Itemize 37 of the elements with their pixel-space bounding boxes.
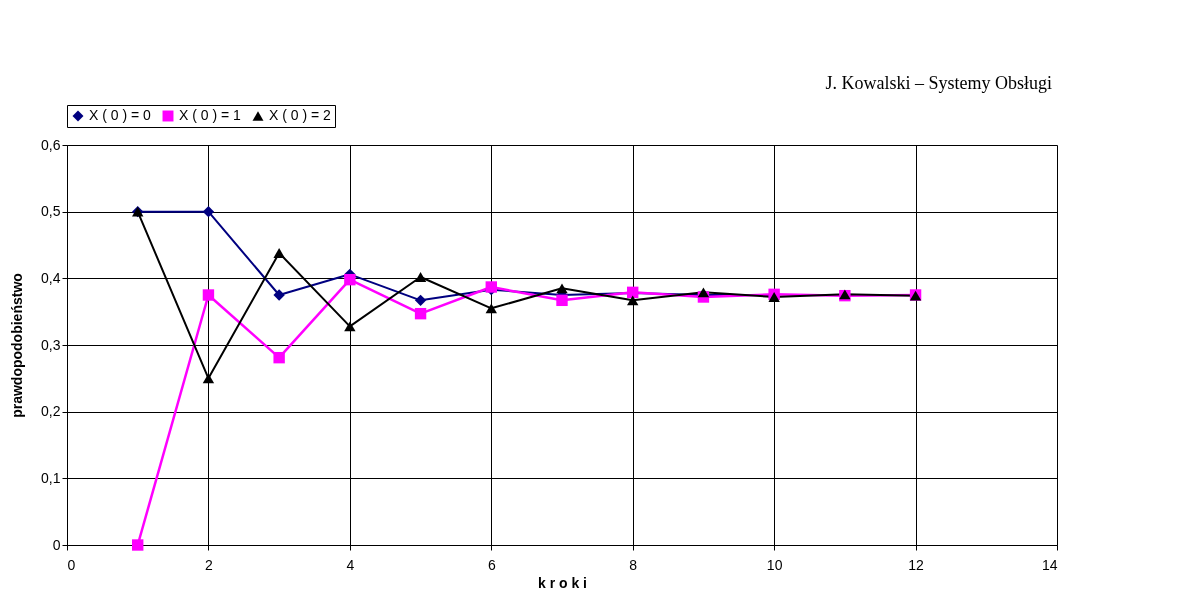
legend-label: X ( 0 ) = 2 [269, 107, 332, 123]
y-tick-label: 0,6 [41, 136, 61, 153]
point [344, 321, 356, 332]
point [273, 351, 285, 364]
x-tick-label: 10 [766, 556, 783, 573]
x-axis-title: k r o k i [537, 574, 588, 591]
point [202, 289, 215, 301]
x-tick-label: 14 [1041, 556, 1058, 573]
y-axis-title: prawdopodobieństwo [9, 273, 26, 418]
point [627, 295, 639, 306]
point [132, 539, 144, 551]
text: J. Kowalski – Systemy Obsługi [825, 73, 1052, 93]
point [273, 289, 285, 301]
point [273, 248, 285, 258]
point [485, 303, 497, 314]
y-tick-label: 0,4 [41, 269, 61, 286]
point [202, 205, 215, 218]
x-tick-label: 0 [67, 556, 76, 573]
x-tick-label: 8 [629, 556, 638, 573]
x-tick-label: 2 [205, 556, 214, 573]
point [344, 273, 356, 286]
point [556, 283, 568, 294]
y-tick-label: 0,1 [41, 469, 61, 486]
x-tick-label: 12 [908, 556, 925, 573]
point [414, 294, 427, 307]
legend-label: X ( 0 ) = 1 [179, 107, 242, 123]
x-tick-label: 4 [346, 556, 355, 573]
y-tick-label: 0 [52, 536, 61, 553]
point [202, 373, 215, 384]
x-tick-label: 6 [487, 556, 496, 573]
point [556, 294, 568, 307]
point [414, 272, 427, 282]
point [414, 307, 427, 320]
legend-label: X ( 0 ) = 0 [89, 107, 152, 123]
y-tick-label: 0,5 [41, 203, 61, 220]
y-tick-label: 0,2 [41, 403, 61, 420]
y-tick-label: 0,3 [41, 336, 61, 353]
